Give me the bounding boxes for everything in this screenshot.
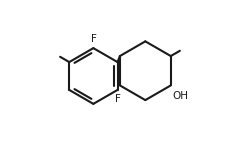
Text: F: F bbox=[115, 94, 121, 104]
Text: OH: OH bbox=[172, 92, 188, 101]
Text: F: F bbox=[91, 34, 97, 44]
